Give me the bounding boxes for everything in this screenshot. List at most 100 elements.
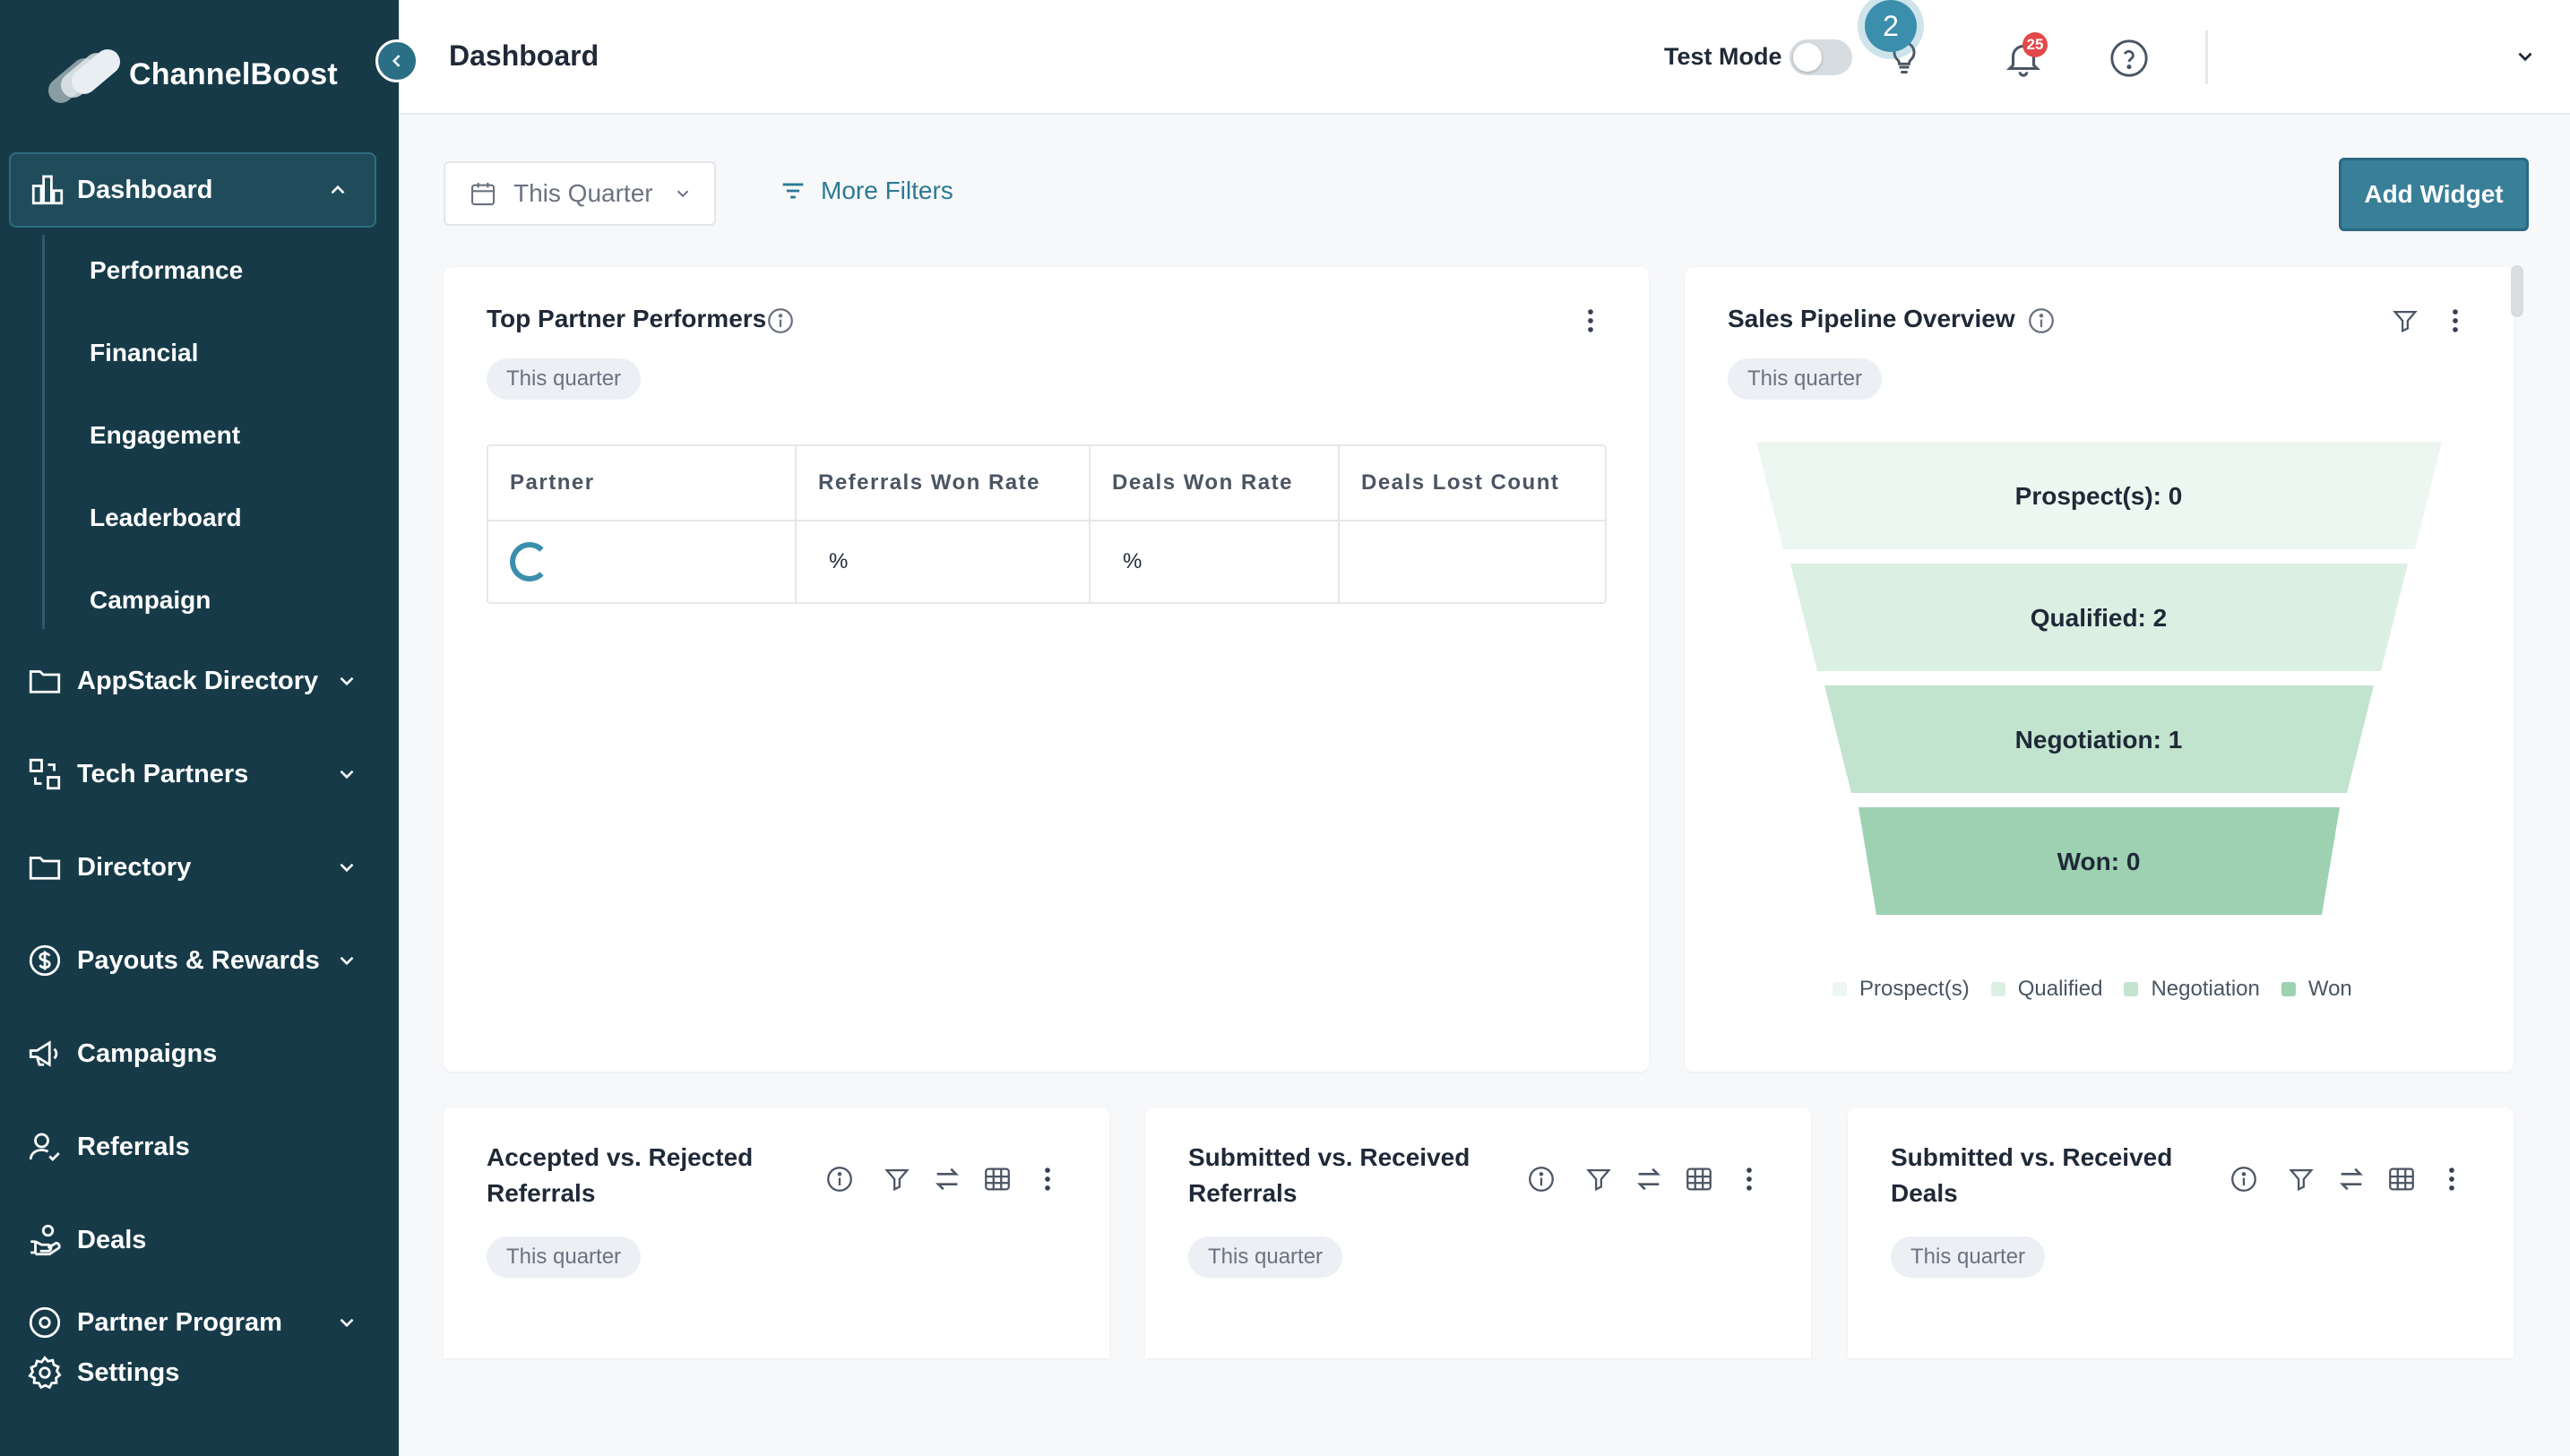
info-icon[interactable]	[1525, 1163, 1557, 1195]
filter-icon[interactable]	[881, 1163, 913, 1195]
info-icon[interactable]	[2025, 305, 2057, 337]
tips-count-badge: 2	[1865, 0, 1917, 52]
swap-icon[interactable]	[931, 1163, 963, 1195]
submitted-received-deals-widget: Submitted vs. Received Deals This quarter	[1848, 1107, 2514, 1358]
funnel-stage-qualified[interactable]	[1790, 564, 2408, 671]
channelboost-logo	[43, 44, 125, 108]
top-partner-performers-widget: Top Partner Performers This quarter Part…	[444, 267, 1649, 1072]
more-filters-button[interactable]: More Filters	[778, 176, 953, 206]
column-header-partner[interactable]: Partner	[488, 446, 797, 520]
widget-title: Accepted vs. Rejected Referrals	[487, 1143, 754, 1207]
column-header-referrals-won-rate[interactable]: Referrals Won Rate	[797, 446, 1091, 520]
widget-title: Submitted vs. Received Referrals	[1188, 1143, 1470, 1207]
sidebar-item-label: AppStack Directory	[77, 666, 319, 695]
sidebar-item-appstack-directory[interactable]: AppStack Directory	[25, 654, 366, 708]
column-header-deals-won-rate[interactable]: Deals Won Rate	[1091, 446, 1340, 520]
sidebar-item-dashboard[interactable]: Dashboard	[9, 152, 376, 228]
table-view-icon[interactable]	[1683, 1163, 1715, 1195]
deals-lost-count-cell	[1340, 521, 1605, 602]
pipeline-funnel: Prospect(s): 0 Qualified: 2 Negotiation:…	[1756, 442, 2442, 915]
period-chip: This quarter	[1891, 1236, 2046, 1278]
table-view-icon[interactable]	[2385, 1163, 2418, 1195]
filter-icon[interactable]	[1583, 1163, 1615, 1195]
legend-item-won[interactable]: Won	[2281, 977, 2352, 1002]
sidebar-item-label: Deals	[77, 1225, 147, 1254]
info-icon[interactable]	[824, 1163, 856, 1195]
funnel-stage-negotiation[interactable]	[1824, 685, 2374, 793]
more-vertical-icon[interactable]	[1574, 305, 1607, 337]
sidebar-subitem-campaign[interactable]: Campaign	[90, 586, 211, 614]
chevron-down-icon	[340, 676, 354, 686]
partner-cell	[488, 521, 797, 602]
sidebar-item-partner-program[interactable]: Partner Program	[25, 1305, 366, 1340]
test-mode-toggle[interactable]	[1790, 39, 1852, 75]
folder-icon	[25, 848, 65, 887]
page-title: Dashboard	[449, 39, 599, 72]
filter-icon[interactable]	[2285, 1163, 2317, 1195]
sidebar-subitem-leaderboard[interactable]: Leaderboard	[90, 504, 242, 531]
info-icon[interactable]	[764, 305, 797, 337]
widget-title: Sales Pipeline Overview	[1728, 305, 2015, 332]
deals-won-rate-cell: %	[1091, 521, 1340, 602]
sidebar-item-referrals[interactable]: Referrals	[25, 1120, 366, 1174]
sidebar: ChannelBoost Dashboard Performance Finan…	[0, 0, 399, 1456]
test-mode-label: Test Mode	[1664, 43, 1782, 70]
sidebar-subitem-engagement[interactable]: Engagement	[90, 421, 241, 449]
more-filters-label: More Filters	[821, 177, 953, 204]
sidebar-subitem-financial[interactable]: Financial	[90, 339, 199, 366]
user-menu-chevron-icon[interactable]	[2514, 45, 2537, 68]
table-view-icon[interactable]	[981, 1163, 1013, 1195]
submenu-guide-line	[42, 235, 45, 629]
user-check-icon	[25, 1127, 65, 1167]
more-vertical-icon[interactable]	[2436, 1163, 2468, 1195]
more-vertical-icon[interactable]	[1031, 1163, 1064, 1195]
sidebar-item-label: Dashboard	[77, 175, 213, 204]
sidebar-item-directory[interactable]: Directory	[25, 840, 366, 894]
notifications-button[interactable]: 25	[2003, 32, 2048, 82]
legend-item-negotiation[interactable]: Negotiation	[2124, 977, 2260, 1002]
sidebar-item-label: Campaigns	[77, 1038, 218, 1068]
funnel-label-qualified: Qualified: 2	[2031, 604, 2167, 632]
filter-icon[interactable]	[2389, 305, 2421, 337]
tips-button[interactable]: 2	[1858, 0, 1947, 90]
chevron-down-icon	[340, 956, 354, 966]
period-chip: This quarter	[1728, 358, 1883, 400]
funnel-label-won: Won: 0	[2057, 848, 2141, 875]
more-vertical-icon[interactable]	[2439, 305, 2471, 337]
dashboard-icon	[29, 170, 68, 210]
funnel-stage-won[interactable]	[1859, 807, 2340, 915]
sidebar-item-tech-partners[interactable]: Tech Partners	[25, 747, 366, 801]
swap-icon[interactable]	[1633, 1163, 1665, 1195]
table-header: Partner Referrals Won Rate Deals Won Rat…	[488, 446, 1605, 521]
megaphone-icon	[25, 1034, 65, 1073]
funnel-label-negotiation: Negotiation: 1	[2015, 726, 2183, 754]
sidebar-item-label: Referrals	[77, 1132, 190, 1161]
column-header-deals-lost-count[interactable]: Deals Lost Count	[1361, 470, 1560, 495]
info-icon[interactable]	[2228, 1163, 2260, 1195]
sidebar-item-label: Tech Partners	[77, 759, 249, 788]
accepted-rejected-referrals-widget: Accepted vs. Rejected Referrals This quar…	[444, 1107, 1109, 1358]
sidebar-subitem-performance[interactable]: Performance	[90, 256, 244, 284]
sidebar-item-deals[interactable]: Deals	[25, 1213, 366, 1267]
more-vertical-icon[interactable]	[1733, 1163, 1765, 1195]
legend-item-prospects[interactable]: Prospect(s)	[1833, 977, 1970, 1002]
table-row[interactable]: % %	[488, 521, 1605, 602]
sidebar-item-settings[interactable]: Settings	[25, 1346, 366, 1400]
sidebar-item-payouts-rewards[interactable]: Payouts & Rewards	[25, 934, 366, 987]
page-scrollbar-thumb[interactable]	[2511, 265, 2523, 317]
notification-count-badge: 25	[2022, 32, 2048, 57]
submitted-received-referrals-widget: Submitted vs. Received Referrals This qua…	[1145, 1107, 1811, 1358]
sidebar-item-label: Settings	[77, 1357, 180, 1387]
add-widget-button[interactable]: Add Widget	[2339, 158, 2529, 231]
sidebar-item-campaigns[interactable]: Campaigns	[25, 1027, 366, 1081]
brand[interactable]: ChannelBoost	[43, 43, 338, 108]
chevron-down-icon	[340, 1318, 354, 1328]
performers-table: Partner Referrals Won Rate Deals Won Rat…	[487, 444, 1607, 604]
funnel-stage-prospects[interactable]	[1756, 442, 2442, 549]
gear-icon	[25, 1353, 65, 1392]
collapse-sidebar-button[interactable]	[375, 39, 418, 82]
date-range-select[interactable]: This Quarter	[444, 161, 716, 226]
help-icon[interactable]	[2109, 38, 2150, 79]
swap-icon[interactable]	[2335, 1163, 2367, 1195]
legend-item-qualified[interactable]: Qualified	[1990, 977, 2102, 1002]
